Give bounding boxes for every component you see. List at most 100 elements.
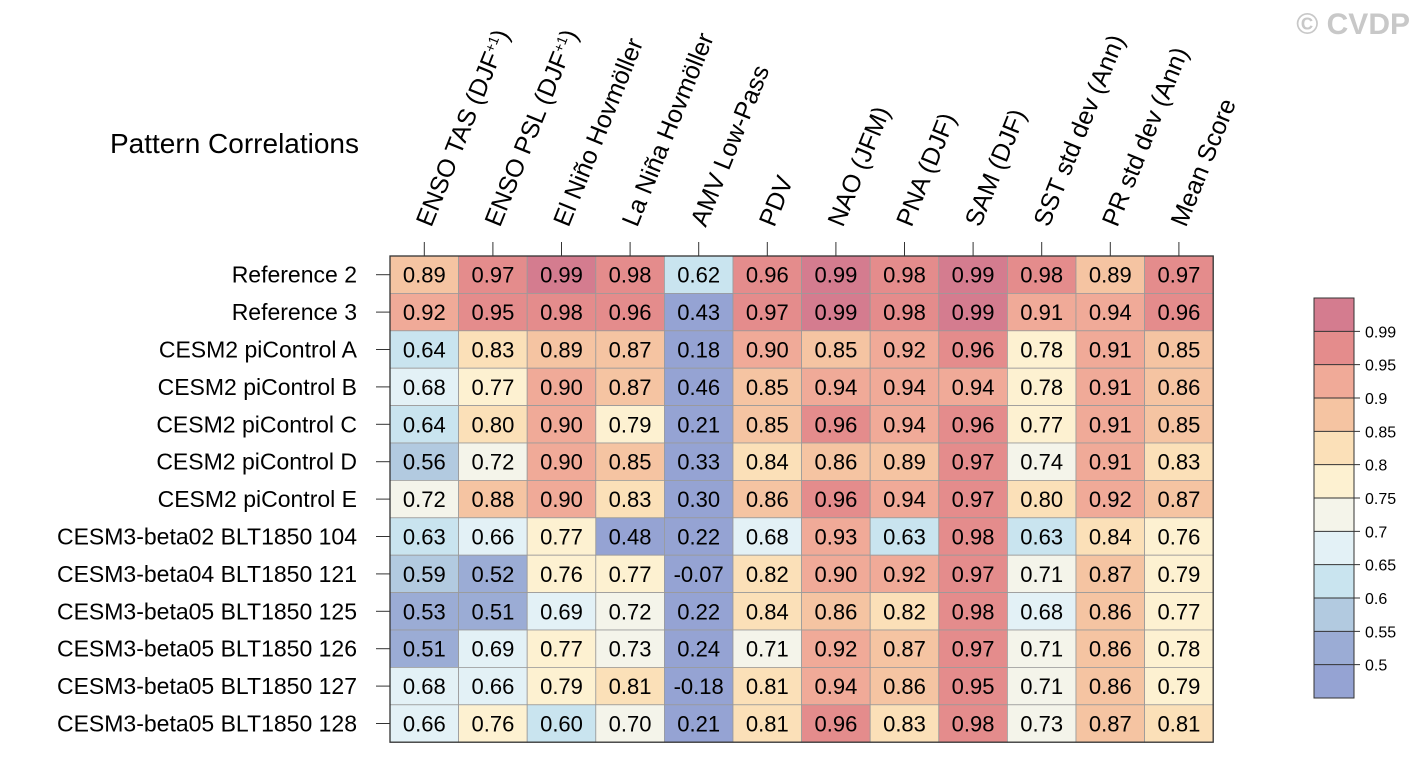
heatmap-cell bbox=[1075, 517, 1145, 556]
heatmap-cell bbox=[1144, 517, 1214, 556]
cell-value: 0.69 bbox=[540, 599, 583, 624]
cell-value: 0.73 bbox=[1020, 712, 1063, 737]
row-label: Reference 2 bbox=[232, 262, 357, 288]
cell-value: 0.66 bbox=[403, 712, 446, 737]
heatmap-cell bbox=[389, 405, 459, 444]
heatmap-cell bbox=[1007, 704, 1077, 743]
heatmap-cell bbox=[938, 592, 1008, 631]
cell-value: 0.85 bbox=[814, 338, 857, 363]
heatmap-cell bbox=[595, 517, 665, 556]
cell-value: 0.98 bbox=[540, 300, 583, 325]
heatmap-cell bbox=[1144, 405, 1214, 444]
cell-value: 0.78 bbox=[1157, 637, 1200, 662]
cell-value: 0.63 bbox=[403, 525, 446, 550]
cell-value: 0.89 bbox=[1089, 263, 1132, 288]
cell-value: 0.79 bbox=[540, 674, 583, 699]
heatmap-cell bbox=[938, 330, 1008, 369]
cell-value: 0.88 bbox=[471, 487, 514, 512]
cell-value: 0.73 bbox=[609, 637, 652, 662]
cell-value: 0.96 bbox=[952, 412, 995, 437]
heatmap-cell bbox=[389, 479, 459, 519]
cell-value: 0.72 bbox=[403, 487, 446, 512]
cell-value: 0.68 bbox=[1020, 599, 1063, 624]
cell-value: 0.89 bbox=[540, 338, 583, 363]
cell-value: 0.21 bbox=[677, 712, 720, 737]
heatmap-cell bbox=[869, 367, 940, 407]
cell-value: 0.95 bbox=[471, 300, 514, 325]
heatmap-cell bbox=[732, 554, 802, 594]
cell-value: 0.86 bbox=[746, 487, 789, 512]
cell-value: 0.68 bbox=[403, 375, 446, 400]
cell-value: -0.07 bbox=[674, 562, 724, 587]
cell-value: 0.98 bbox=[952, 712, 995, 737]
heatmap-cell bbox=[732, 405, 802, 444]
heatmap-cell bbox=[389, 704, 459, 743]
heatmap-cell bbox=[801, 554, 871, 594]
cell-value: 0.71 bbox=[746, 637, 789, 662]
heatmap-cell bbox=[526, 629, 597, 668]
cell-value: 0.43 bbox=[677, 300, 720, 325]
colorbar-segment bbox=[1314, 664, 1354, 699]
cell-value: 0.71 bbox=[1020, 562, 1063, 587]
cell-value: 0.82 bbox=[883, 599, 926, 624]
cell-value: 0.87 bbox=[609, 338, 652, 363]
row-label: CESM3-beta05 BLT1850 127 bbox=[57, 673, 357, 699]
colorbar-segment bbox=[1314, 564, 1354, 599]
cell-value: 0.87 bbox=[609, 375, 652, 400]
cell-value: 0.92 bbox=[1089, 487, 1132, 512]
row-label: CESM3-beta05 BLT1850 125 bbox=[57, 598, 357, 624]
cell-value: 0.96 bbox=[746, 263, 789, 288]
cell-value: 0.59 bbox=[403, 562, 446, 587]
cell-value: 0.87 bbox=[883, 637, 926, 662]
heatmap-cell bbox=[458, 592, 528, 631]
heatmap-cell bbox=[801, 592, 871, 631]
heatmap-cell bbox=[938, 255, 1008, 294]
cell-value: 0.92 bbox=[403, 300, 446, 325]
cell-value: 0.83 bbox=[609, 487, 652, 512]
cell-value: 0.77 bbox=[540, 525, 583, 550]
cell-value: 0.82 bbox=[746, 562, 789, 587]
heatmap-cell bbox=[1007, 629, 1077, 668]
cell-value: 0.78 bbox=[1020, 375, 1063, 400]
heatmap-cell bbox=[869, 405, 940, 444]
heatmap-cell bbox=[1007, 554, 1077, 594]
cell-value: 0.78 bbox=[1020, 338, 1063, 363]
heatmap-cell bbox=[526, 667, 597, 706]
colorbar-segment bbox=[1314, 464, 1354, 499]
heatmap-cell bbox=[389, 442, 459, 481]
cell-value: -0.18 bbox=[674, 674, 724, 699]
heatmap-cell bbox=[1007, 442, 1077, 481]
cell-value: 0.96 bbox=[814, 487, 857, 512]
heatmap-cell bbox=[938, 704, 1008, 743]
cell-value: 0.86 bbox=[1157, 375, 1200, 400]
cell-value: 0.83 bbox=[883, 712, 926, 737]
cell-value: 0.64 bbox=[403, 412, 446, 437]
cell-value: 0.97 bbox=[746, 300, 789, 325]
heatmap-cell bbox=[1075, 292, 1145, 332]
cell-value: 0.70 bbox=[609, 712, 652, 737]
colorbar-label: 0.75 bbox=[1365, 491, 1396, 508]
cell-value: 0.81 bbox=[746, 674, 789, 699]
cell-value: 0.98 bbox=[1020, 263, 1063, 288]
cell-value: 0.79 bbox=[609, 412, 652, 437]
cell-value: 0.33 bbox=[677, 450, 720, 475]
colorbar-label: 0.6 bbox=[1365, 591, 1387, 608]
colorbar-label: 0.8 bbox=[1365, 458, 1387, 475]
cell-value: 0.71 bbox=[1020, 674, 1063, 699]
heatmap-cell bbox=[869, 517, 940, 556]
heatmap-cell bbox=[801, 292, 871, 332]
row-labels: Reference 2 Reference 3 CESM2 piControl A C… bbox=[57, 262, 390, 737]
heatmap-cell bbox=[732, 704, 802, 743]
heatmap-cell bbox=[595, 330, 665, 369]
colorbar-label: 0.99 bbox=[1365, 324, 1396, 341]
cell-value: 0.86 bbox=[1089, 637, 1132, 662]
colorbar-segment bbox=[1314, 598, 1354, 632]
cell-value: 0.98 bbox=[883, 263, 926, 288]
cell-value: 0.98 bbox=[952, 525, 995, 550]
cell-value: 0.86 bbox=[814, 599, 857, 624]
cell-value: 0.68 bbox=[746, 525, 789, 550]
heatmap-cell bbox=[869, 667, 940, 706]
heatmap-cell bbox=[664, 367, 734, 407]
column-labels: ENSO TAS (DJF+1)ENSO PSL (DJF+1)El Niño … bbox=[411, 25, 1242, 256]
heatmap-cell bbox=[732, 592, 802, 631]
